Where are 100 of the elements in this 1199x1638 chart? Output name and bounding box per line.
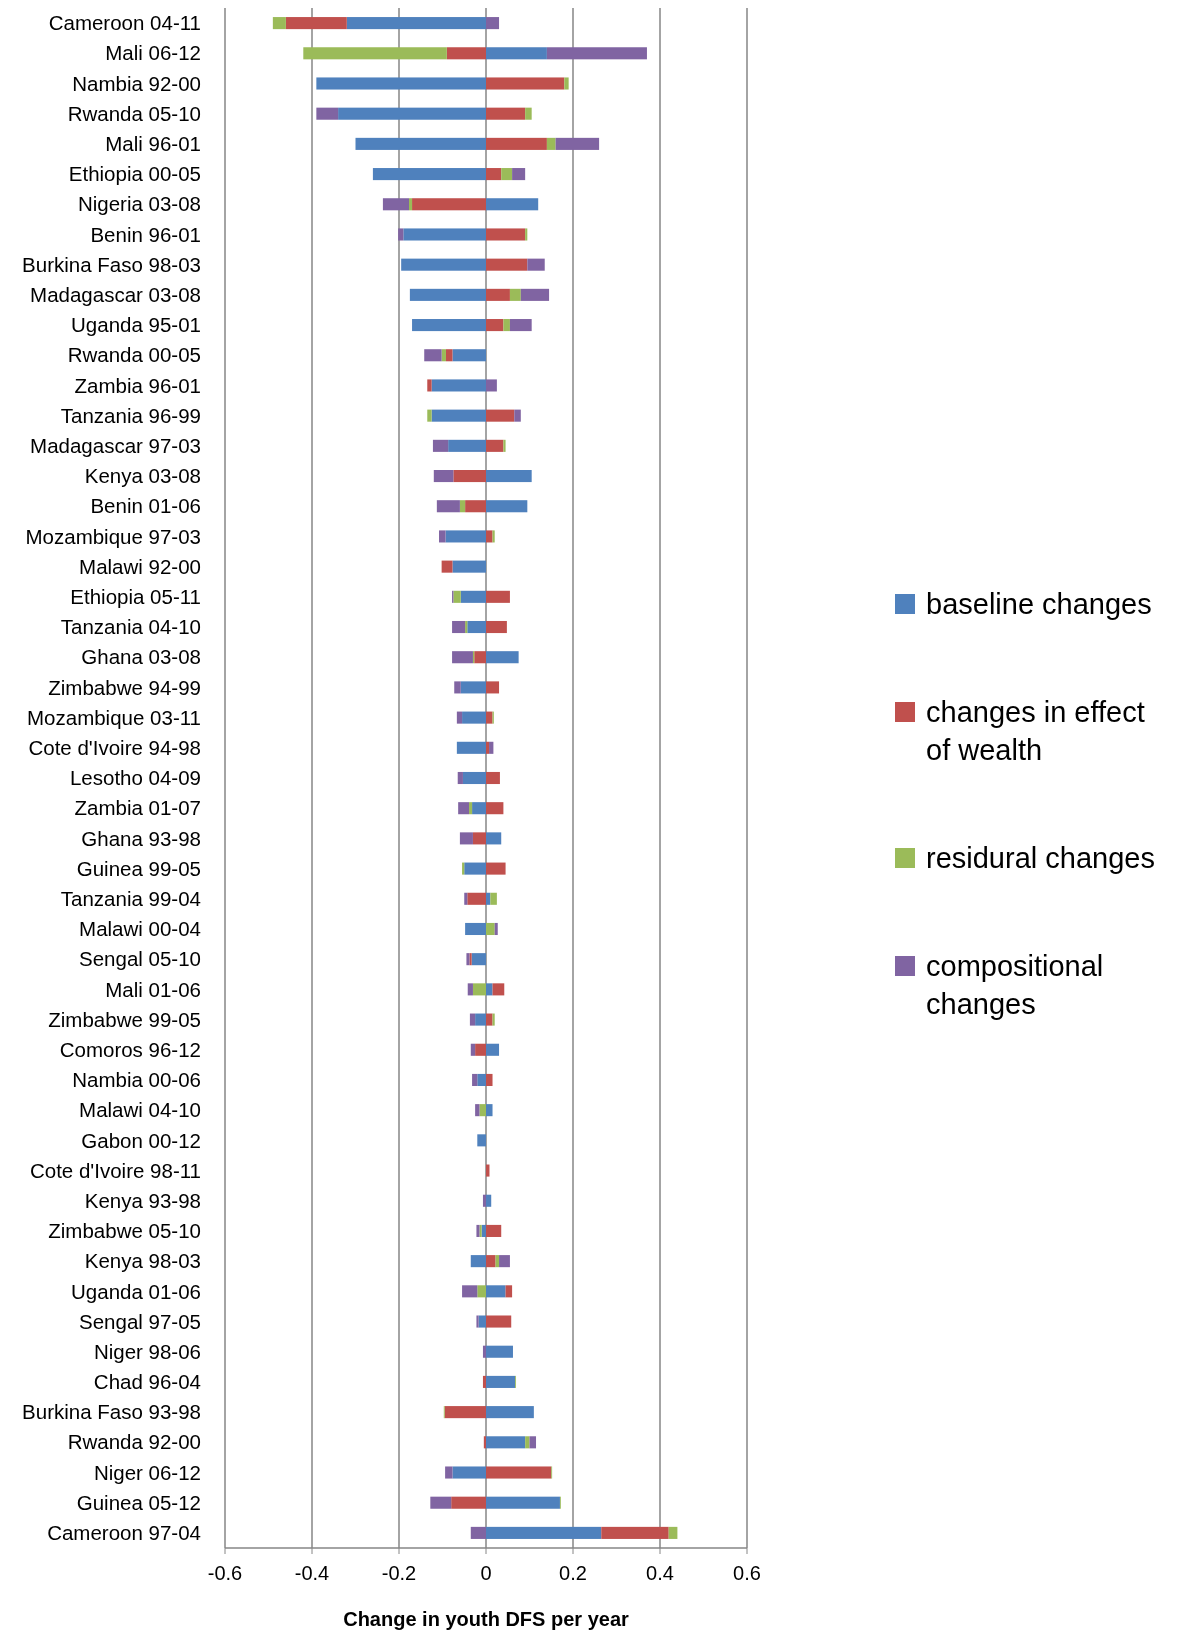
bar — [486, 771, 500, 785]
bar — [459, 500, 466, 513]
bar — [477, 1073, 486, 1086]
bar — [382, 198, 410, 211]
y-tick-label: Cameroon 97-04 — [47, 1521, 201, 1545]
bar — [527, 258, 545, 271]
y-tick-label: Zimbabwe 05-10 — [48, 1219, 201, 1243]
bar — [486, 832, 502, 845]
bar — [431, 379, 486, 392]
bar — [482, 1345, 486, 1358]
bar — [467, 892, 486, 905]
bar — [285, 17, 347, 30]
y-tick-label: Madagascar 97-03 — [30, 434, 201, 458]
bar — [372, 168, 486, 181]
bar — [346, 17, 486, 30]
bar — [452, 651, 473, 664]
y-tick-label: Mali 06-12 — [105, 41, 201, 65]
bar — [475, 1013, 486, 1026]
bar — [564, 77, 569, 90]
y-tick-label: Sengal 05-10 — [79, 947, 201, 971]
bar — [452, 560, 486, 573]
bar — [469, 1013, 476, 1026]
bar — [467, 983, 473, 996]
y-tick-label: Kenya 98-03 — [84, 1249, 201, 1273]
bar — [486, 1013, 493, 1026]
bar — [486, 1375, 516, 1388]
bar — [486, 17, 500, 30]
bar — [427, 379, 432, 392]
bar — [475, 1104, 480, 1117]
y-tick-label: Lesotho 04-09 — [69, 766, 201, 790]
bar — [486, 681, 500, 694]
bar — [486, 1496, 560, 1509]
y-tick-label: Cote d'Ivoire 94-98 — [28, 735, 201, 759]
x-tick-label: 0 — [480, 1562, 492, 1584]
bar — [505, 1285, 513, 1298]
bar — [486, 1315, 512, 1328]
bar — [486, 228, 526, 241]
bar — [401, 258, 486, 271]
bar — [486, 983, 493, 996]
bar — [409, 198, 413, 211]
bar — [445, 349, 453, 362]
bar — [439, 530, 446, 543]
bar — [403, 228, 486, 241]
bar — [459, 832, 473, 845]
bar — [486, 168, 502, 181]
bar — [486, 47, 547, 60]
bar — [499, 1255, 510, 1268]
y-tick-label: Nambia 92-00 — [72, 71, 201, 95]
y-tick-label: Uganda 95-01 — [71, 313, 201, 337]
x-tick-label: -0.2 — [381, 1562, 417, 1584]
y-tick-label: Rwanda 05-10 — [67, 101, 201, 125]
y-tick-label: Zimbabwe 99-05 — [48, 1007, 201, 1031]
bar — [555, 137, 600, 150]
bar — [398, 228, 404, 241]
bar — [456, 711, 463, 724]
bar — [409, 288, 486, 301]
bar — [431, 409, 486, 422]
bar — [477, 1285, 486, 1298]
bar — [494, 922, 498, 936]
bar — [446, 47, 486, 60]
bar — [465, 922, 486, 936]
y-tick-label: Mozambique 97-03 — [25, 524, 201, 548]
bar — [525, 107, 532, 120]
y-tick-label: Ethiopia 00-05 — [68, 162, 201, 186]
y-tick-label: Burkina Faso 93-98 — [22, 1400, 201, 1424]
bar — [486, 1255, 496, 1268]
y-tick-label: Kenya 03-08 — [84, 464, 201, 488]
bar — [462, 1285, 478, 1298]
bar — [486, 530, 493, 543]
bar — [464, 862, 486, 875]
bar — [470, 1043, 476, 1056]
bar — [486, 137, 547, 150]
bar — [454, 681, 461, 694]
bar — [486, 1466, 552, 1479]
bar — [490, 892, 497, 905]
bar — [470, 1526, 486, 1539]
bar — [486, 258, 528, 271]
y-tick-label: Tanzania 96-99 — [60, 403, 201, 427]
bar — [441, 560, 453, 573]
y-tick-label: Niger 06-12 — [93, 1460, 201, 1484]
bar — [472, 832, 486, 845]
bar — [452, 349, 486, 362]
y-tick-label: Rwanda 92-00 — [67, 1430, 201, 1454]
bar — [469, 802, 473, 815]
bar — [472, 983, 486, 996]
y-tick-label: Cote d'Ivoire 98-11 — [29, 1158, 201, 1182]
bar — [486, 590, 510, 603]
bar — [355, 137, 486, 150]
bar — [448, 439, 486, 452]
y-tick-label: Mali 96-01 — [105, 132, 201, 156]
bar — [668, 1526, 678, 1539]
bar — [486, 409, 515, 422]
y-tick-label: Benin 01-06 — [90, 494, 201, 518]
y-tick-label: Sengal 97-05 — [79, 1309, 201, 1333]
bar — [489, 741, 494, 754]
legend-label: changes in effect of wealth — [926, 696, 1145, 766]
y-tick-label: Mozambique 03-11 — [27, 705, 201, 729]
bar — [525, 228, 528, 241]
bar — [338, 107, 486, 120]
bar — [430, 1496, 452, 1509]
